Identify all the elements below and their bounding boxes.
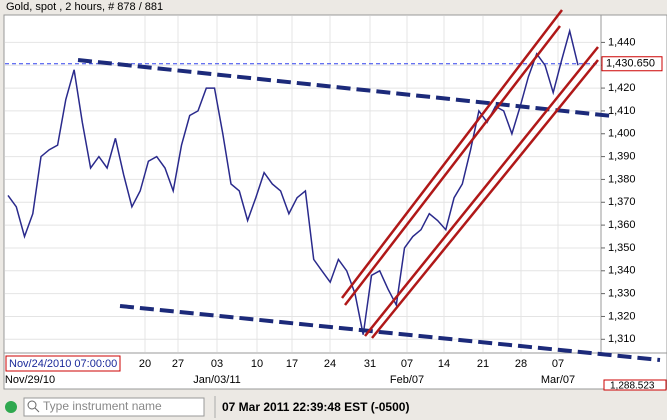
- price-line: [7, 28, 579, 335]
- search-box[interactable]: [23, 397, 205, 417]
- x-major-label: Mar/07: [541, 374, 575, 386]
- chart-title: Gold, spot , 2 hours, # 878 / 881: [6, 1, 163, 13]
- y-tick-label: 1,370: [608, 196, 636, 208]
- y-tick-label: 1,420: [608, 82, 636, 94]
- cursor-time: Nov/24/2010 07:00:00: [9, 358, 117, 370]
- x-major-label: Feb/07: [390, 374, 424, 386]
- connection-indicator: [5, 401, 17, 413]
- x-major-label: Jan/03/11: [193, 374, 241, 386]
- x-tick-label: 10: [251, 358, 263, 370]
- x-tick-label: 20: [139, 358, 151, 370]
- y-tick-label: 1,340: [608, 265, 636, 277]
- x-tick-label: 27: [172, 358, 184, 370]
- last-price-label: 1,430.650: [606, 58, 655, 70]
- y-tick-label: 1,320: [608, 310, 636, 322]
- trend-lines: [77, 9, 661, 362]
- x-tick-label: 03: [211, 358, 223, 370]
- x-tick-label: 24: [324, 358, 336, 370]
- y-tick-label: 1,330: [608, 288, 636, 300]
- search-placeholder: Type instrument name: [43, 399, 162, 413]
- x-tick-label: 28: [515, 358, 527, 370]
- y-tick-label: 1,380: [608, 173, 636, 185]
- search-icon: [27, 400, 37, 410]
- last-price-box: [601, 56, 663, 72]
- x-major-label: Nov/29/10: [5, 374, 55, 386]
- search-icon-handle: [34, 407, 40, 413]
- y-tick-label: 1,310: [608, 333, 636, 345]
- low-label-box: [603, 379, 667, 391]
- x-tick-label: 14: [438, 358, 450, 370]
- x-tick-label: 17: [286, 358, 298, 370]
- x-tick-label: 07: [401, 358, 413, 370]
- x-tick-label: 21: [477, 358, 489, 370]
- clock: 07 Mar 2011 22:39:48 EST (-0500): [222, 400, 409, 414]
- y-tick-label: 1,400: [608, 128, 636, 140]
- y-tick-label: 1,440: [608, 36, 636, 48]
- y-tick-label: 1,350: [608, 242, 636, 254]
- plot-area: [3, 14, 602, 354]
- y-tick-label: 1,390: [608, 151, 636, 163]
- x-tick-label: 07: [552, 358, 564, 370]
- low-label: 1,288.523: [610, 381, 655, 392]
- cursor-time-box: [5, 355, 121, 372]
- y-tick-label: 1,360: [608, 219, 636, 231]
- y-tick-label: 1,410: [608, 105, 636, 117]
- x-tick-label: 31: [364, 358, 376, 370]
